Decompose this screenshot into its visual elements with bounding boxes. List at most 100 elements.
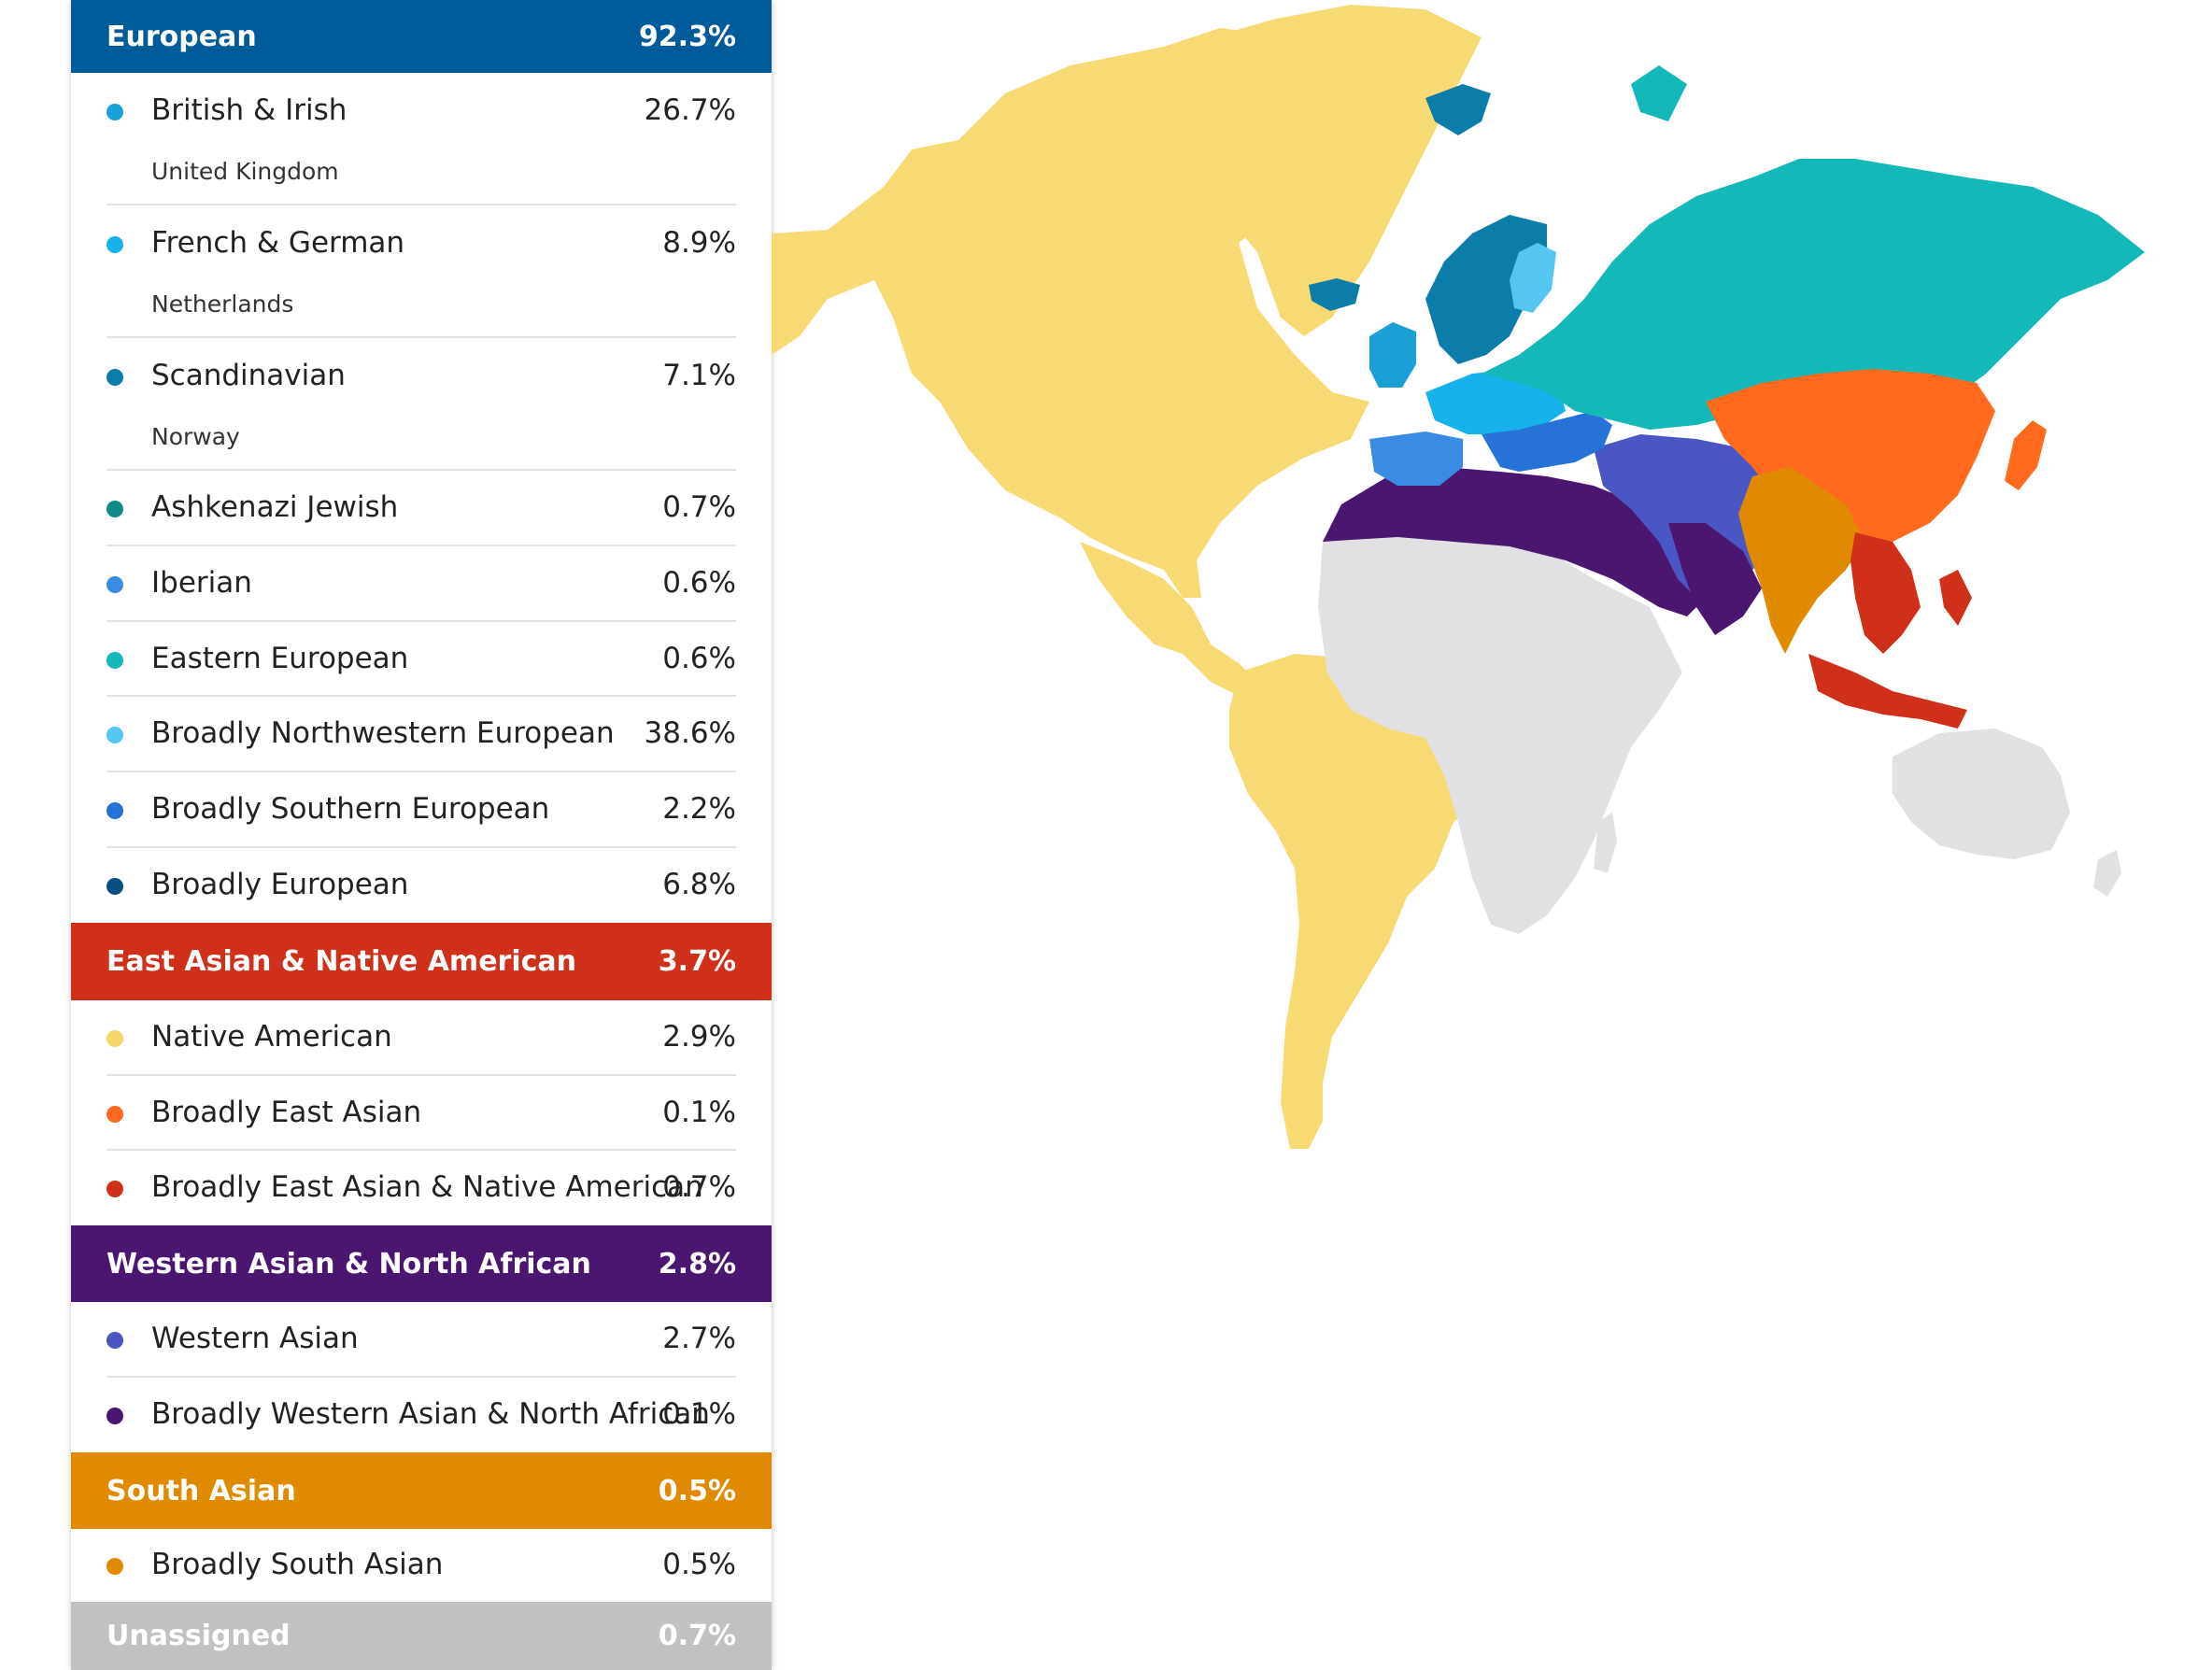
population-percent: 7.1% [662, 359, 736, 392]
list-item[interactable]: Broadly Western Asian & North African 0.… [71, 1378, 772, 1452]
south-america-region[interactable] [1229, 654, 1500, 1149]
list-item[interactable]: Broadly Southern European 2.2% [71, 772, 772, 848]
country-label: Norway [151, 423, 240, 450]
group-label: East Asian & Native American [106, 945, 576, 978]
list-item[interactable]: Broadly South Asian 0.5% [71, 1529, 772, 1602]
color-dot [106, 501, 123, 517]
color-dot [106, 104, 123, 120]
population-percent: 0.1% [662, 1096, 736, 1129]
indonesia-region[interactable] [1808, 654, 1967, 729]
madagascar-region[interactable] [1594, 813, 1617, 873]
population-name: Broadly East Asian [151, 1096, 422, 1129]
list-item[interactable]: Western Asian 2.7% [71, 1302, 772, 1378]
population-percent: 0.1% [662, 1397, 736, 1431]
group-header-south-asian[interactable]: South Asian 0.5% [71, 1452, 772, 1529]
group-percent: 3.7% [658, 945, 736, 978]
group-label: South Asian [106, 1474, 296, 1507]
scandinavia-region[interactable] [1425, 215, 1547, 364]
population-percent: 0.7% [662, 490, 736, 524]
population-name: Broadly South Asian [151, 1548, 444, 1581]
group-label: Western Asian & North African [106, 1247, 591, 1281]
ancestry-composition-panel: European 92.3% British & Irish 26.7% Uni… [71, 0, 772, 1670]
group-label: Unassigned [106, 1620, 291, 1652]
group-percent: 92.3% [638, 20, 736, 53]
population-percent: 0.7% [662, 1170, 736, 1204]
group-percent: 0.7% [658, 1620, 736, 1652]
population-name: Western Asian [151, 1322, 359, 1355]
color-dot [106, 1558, 123, 1575]
list-item[interactable]: French & German 8.9% Netherlands [71, 205, 772, 338]
africa-region[interactable] [1318, 528, 1682, 934]
population-name: Broadly Northwestern European [151, 716, 615, 750]
color-dot [106, 576, 123, 593]
arabia-region[interactable] [1668, 523, 1762, 635]
list-item[interactable]: Broadly East Asian 0.1% [71, 1076, 772, 1151]
southern-europe-region[interactable] [1482, 411, 1612, 472]
south-asia-region[interactable] [1738, 467, 1865, 654]
population-name: Broadly European [151, 868, 409, 901]
iceland-region[interactable] [1309, 278, 1360, 311]
color-dot [106, 652, 123, 669]
finland-region[interactable] [1510, 243, 1556, 313]
population-percent: 8.9% [662, 226, 736, 260]
group-label: European [106, 20, 257, 53]
list-item[interactable]: Broadly East Asian & Native American 0.7… [71, 1151, 772, 1225]
population-percent: 0.6% [662, 642, 736, 675]
list-item[interactable]: Broadly European 6.8% [71, 848, 772, 923]
new-zealand-region[interactable] [2093, 850, 2121, 897]
population-percent: 6.8% [662, 868, 736, 901]
population-percent: 0.5% [662, 1548, 736, 1581]
list-item[interactable]: Native American 2.9% [71, 1000, 772, 1076]
arctic-islands-region[interactable] [1631, 65, 1687, 121]
australia-region[interactable] [1893, 729, 2070, 859]
color-dot [106, 1106, 123, 1123]
population-name: Iberian [151, 566, 252, 600]
list-item[interactable]: Iberian 0.6% [71, 546, 772, 622]
country-label: United Kingdom [151, 158, 339, 185]
group-header-european[interactable]: European 92.3% [71, 0, 772, 73]
list-item[interactable]: Broadly Northwestern European 38.6% [71, 697, 772, 772]
southeast-asia-region[interactable] [1850, 532, 1921, 654]
color-dot [106, 878, 123, 895]
population-name: Broadly Southern European [151, 792, 550, 826]
color-dot [106, 236, 123, 253]
list-item[interactable]: Scandinavian 7.1% Norway [71, 338, 772, 471]
philippines-region[interactable] [1939, 570, 1972, 626]
population-percent: 38.6% [644, 716, 736, 750]
color-dot [106, 1030, 123, 1047]
population-name: Broadly Western Asian & North African [151, 1397, 710, 1431]
population-name: Ashkenazi Jewish [151, 490, 399, 524]
central-america-region[interactable] [1080, 542, 1257, 696]
russia-region[interactable] [1482, 159, 2145, 430]
group-header-western-asian-north-african[interactable]: Western Asian & North African 2.8% [71, 1225, 772, 1302]
color-dot [106, 802, 123, 819]
group-percent: 2.8% [658, 1247, 736, 1281]
group-header-east-asian-native-american[interactable]: East Asian & Native American 3.7% [71, 923, 772, 1000]
color-dot [106, 369, 123, 386]
color-dot [106, 1332, 123, 1349]
population-name: Scandinavian [151, 359, 346, 392]
north-africa-region[interactable] [1323, 467, 1706, 616]
list-item[interactable]: Ashkenazi Jewish 0.7% [71, 471, 772, 546]
population-percent: 0.6% [662, 566, 736, 600]
iberia-region[interactable] [1369, 432, 1463, 486]
british-isles-region[interactable] [1369, 322, 1416, 388]
group-header-unassigned[interactable]: Unassigned 0.7% [71, 1602, 772, 1670]
population-percent: 2.2% [662, 792, 736, 826]
population-name: Eastern European [151, 642, 409, 675]
color-dot [106, 1181, 123, 1197]
svalbard-region[interactable] [1425, 84, 1491, 135]
population-name: French & German [151, 226, 405, 260]
list-item[interactable]: Eastern European 0.6% [71, 622, 772, 697]
japan-region[interactable] [2005, 420, 2047, 490]
population-percent: 26.7% [644, 93, 736, 127]
color-dot [106, 727, 123, 743]
population-percent: 2.9% [662, 1020, 736, 1054]
group-percent: 0.5% [658, 1474, 736, 1507]
list-item[interactable]: British & Irish 26.7% United Kingdom [71, 73, 772, 205]
color-dot [106, 1408, 123, 1424]
population-name: Broadly East Asian & Native American [151, 1170, 703, 1204]
greenland-region[interactable] [1164, 5, 1482, 336]
population-name: British & Irish [151, 93, 347, 127]
population-name: Native American [151, 1020, 392, 1054]
